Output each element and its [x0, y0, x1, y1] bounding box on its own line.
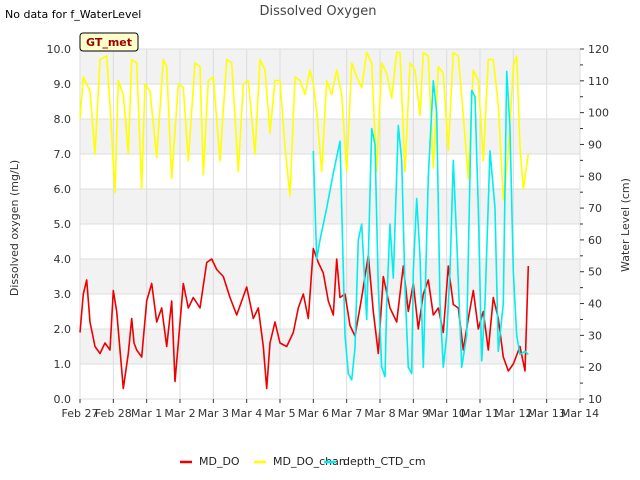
y-tick-label: 6.0 — [54, 183, 72, 196]
x-tick-label: Mar 8 — [364, 407, 395, 420]
x-tick-label: Mar 12 — [494, 407, 532, 420]
x-tick-label: Mar 11 — [461, 407, 499, 420]
x-tick-label: Mar 13 — [528, 407, 566, 420]
x-tick-label: Mar 9 — [398, 407, 429, 420]
x-tick-label: Mar 10 — [428, 407, 466, 420]
y-tick-label: 3.0 — [54, 288, 72, 301]
y-axis-ticks: 0.0 1.0 2.0 3.0 4.0 5.0 6.0 7.0 8.0 9.0 10.0 — [47, 43, 72, 406]
chart-title: Dissolved Oxygen — [260, 4, 377, 19]
y2-axis-ticks: 10 20 30 40 50 60 70 80 90 100 110 120 — [580, 43, 609, 406]
y-tick-label: 8.0 — [54, 113, 72, 126]
plot-band — [80, 119, 580, 154]
y2-tick-label: 50 — [588, 266, 602, 279]
x-tick-label: Mar 14 — [561, 407, 599, 420]
y2-tick-label: 110 — [588, 75, 609, 88]
y-tick-label: 1.0 — [54, 358, 72, 371]
plot-band — [80, 329, 580, 364]
y2-tick-label: 30 — [588, 329, 602, 342]
x-tick-label: Mar 7 — [331, 407, 362, 420]
y-tick-label: 10.0 — [47, 43, 72, 56]
plot-series — [79, 51, 530, 390]
y2-tick-label: 10 — [588, 393, 602, 406]
x-tick-label: Mar 3 — [198, 407, 229, 420]
x-tick-label: Mar 5 — [264, 407, 295, 420]
y2-tick-label: 90 — [588, 138, 602, 151]
plot-band — [80, 259, 580, 294]
x-tick-label: Mar 4 — [231, 407, 262, 420]
y-tick-label: 5.0 — [54, 218, 72, 231]
series-line-depth-ctd-cm — [312, 70, 529, 381]
x-tick-label: Feb 28 — [95, 407, 132, 420]
y2-tick-label: 80 — [588, 170, 602, 183]
y2-tick-label: 100 — [588, 107, 609, 120]
y2-tick-label: 120 — [588, 43, 609, 56]
y-tick-label: 7.0 — [54, 148, 72, 161]
badge-box — [79, 32, 139, 52]
y-axis-label: Dissolved oxygen (mg/L) — [8, 160, 21, 296]
no-data-note: No data for f_WaterLevel — [5, 8, 141, 21]
badge-label: GT_met — [86, 36, 132, 49]
y2-axis-label: Water Level (cm) — [619, 178, 632, 272]
y2-tick-label: 40 — [588, 298, 602, 311]
y-tick-label: 9.0 — [54, 78, 72, 91]
y2-tick-label: 70 — [588, 202, 602, 215]
legend-label-depth-ctd-cm: depth_CTD_cm — [343, 455, 426, 468]
x-tick-label: Mar 6 — [298, 407, 329, 420]
x-tick-label: Mar 2 — [164, 407, 195, 420]
x-tick-label: Feb 27 — [62, 407, 99, 420]
legend-label-md-do: MD_DO — [199, 455, 240, 468]
series-line-md-do-chan — [79, 51, 530, 201]
y-tick-label: 2.0 — [54, 323, 72, 336]
y-tick-label: 0.0 — [54, 393, 72, 406]
x-tick-label: Mar 1 — [131, 407, 162, 420]
y2-tick-label: 20 — [588, 361, 602, 374]
series-line-md-do — [79, 247, 530, 390]
gt-met-badge[interactable]: GT_met — [79, 32, 139, 52]
y-tick-label: 4.0 — [54, 253, 72, 266]
legend-label-md-do-chan: MD_DO_chan — [273, 455, 346, 468]
y2-tick-label: 60 — [588, 234, 602, 247]
plot-band — [80, 49, 580, 84]
